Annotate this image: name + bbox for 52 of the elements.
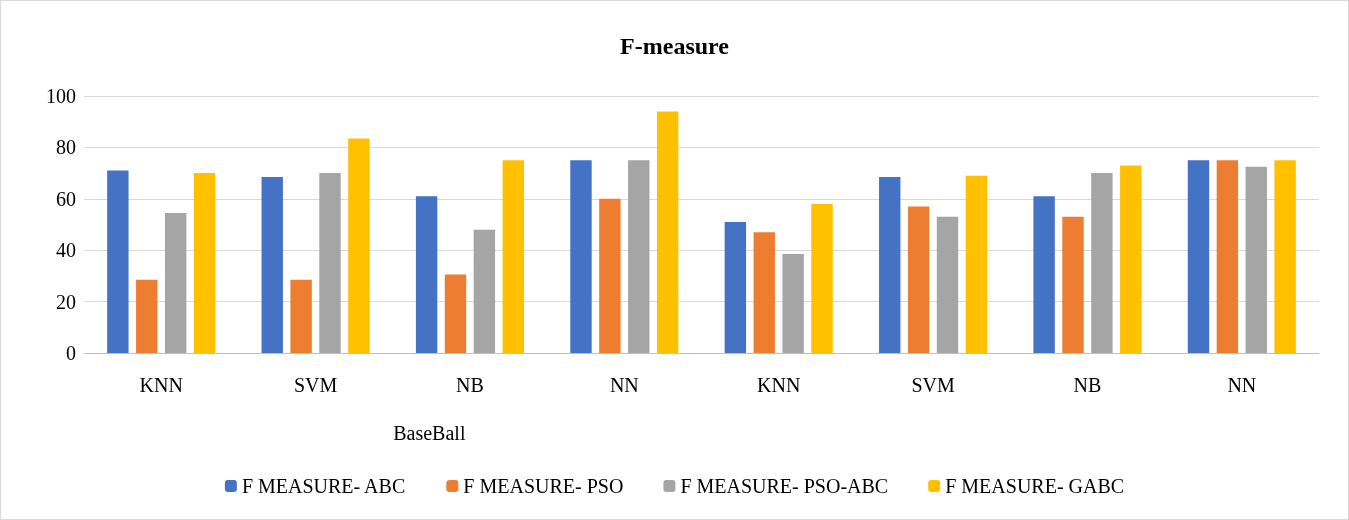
x-tick-label: NB bbox=[1073, 374, 1102, 396]
text: BaseBall bbox=[393, 422, 466, 444]
bar bbox=[193, 173, 216, 353]
bar bbox=[319, 173, 341, 353]
x-tick-label: NN bbox=[1227, 374, 1257, 396]
bar bbox=[1187, 160, 1210, 353]
bar bbox=[107, 170, 129, 353]
y-tick-label: 20 bbox=[56, 290, 76, 313]
bar bbox=[724, 221, 747, 353]
x-tick-label: NN bbox=[609, 374, 639, 396]
bar bbox=[1120, 165, 1142, 353]
x-tick-label: KNN bbox=[139, 374, 183, 396]
bar bbox=[811, 203, 833, 353]
bar bbox=[1274, 160, 1296, 353]
legend-label: F MEASURE- GABC bbox=[945, 475, 1125, 497]
bar bbox=[164, 212, 187, 353]
bar bbox=[879, 176, 901, 353]
x-tick-label: NB bbox=[456, 374, 484, 396]
y-tick-label: 40 bbox=[56, 239, 76, 262]
bar bbox=[136, 279, 158, 353]
bar bbox=[936, 216, 959, 353]
bar bbox=[656, 111, 679, 353]
bar bbox=[261, 176, 283, 353]
bar bbox=[1033, 196, 1055, 353]
bar bbox=[907, 206, 930, 353]
bar bbox=[348, 138, 370, 353]
bar bbox=[1062, 216, 1084, 353]
bar bbox=[290, 279, 312, 353]
bar bbox=[1091, 173, 1113, 353]
y-tick-label: 100 bbox=[46, 85, 76, 107]
legend-label: F MEASURE- ABC bbox=[241, 475, 406, 497]
legend-label: F MEASURE- PSO-ABC bbox=[680, 475, 889, 497]
bar bbox=[965, 175, 988, 353]
legend-label: F MEASURE- PSO bbox=[463, 475, 624, 497]
y-tick-label: 80 bbox=[56, 136, 76, 159]
y-tick-label: 60 bbox=[56, 187, 76, 210]
bar bbox=[444, 274, 467, 353]
bar bbox=[502, 160, 524, 353]
x-tick-label: SVM bbox=[293, 374, 338, 396]
bar bbox=[415, 196, 438, 353]
x-tick-label: KNN bbox=[757, 374, 801, 396]
bar bbox=[570, 160, 592, 353]
bar bbox=[1216, 160, 1239, 353]
bar bbox=[473, 229, 496, 353]
bar bbox=[1245, 166, 1267, 353]
bar bbox=[782, 254, 804, 353]
y-tick-label: 0 bbox=[66, 342, 76, 364]
bar bbox=[599, 198, 621, 353]
chart-title: F-measure bbox=[620, 33, 730, 59]
bar bbox=[753, 232, 775, 353]
x-tick-label: SVM bbox=[911, 374, 955, 396]
bar bbox=[628, 160, 650, 353]
